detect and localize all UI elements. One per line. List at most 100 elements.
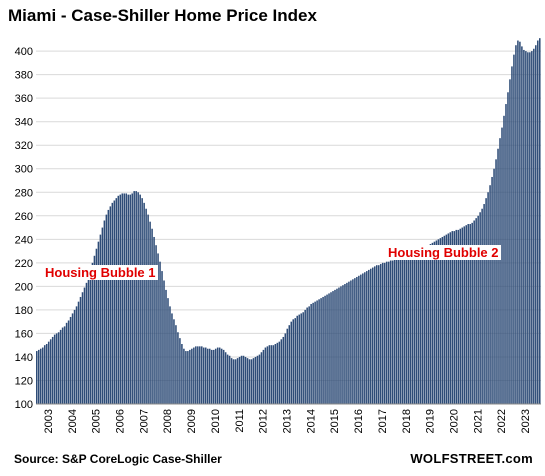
- bar: [445, 234, 448, 404]
- y-tick-label: 260: [15, 211, 33, 223]
- bar: [151, 228, 153, 404]
- bar: [334, 289, 336, 404]
- bar: [117, 195, 120, 404]
- bar: [125, 193, 128, 404]
- bar: [425, 246, 428, 404]
- bar: [51, 336, 54, 404]
- bar: [296, 315, 298, 404]
- bar: [284, 333, 287, 404]
- bar: [519, 41, 521, 404]
- bar: [537, 40, 539, 405]
- bar: [370, 268, 372, 404]
- chart-title: Miami - Case-Shiller Home Price Index: [8, 6, 317, 25]
- bar: [268, 345, 271, 404]
- bar: [527, 52, 529, 405]
- y-tick-label: 320: [15, 140, 33, 152]
- bar: [389, 260, 392, 404]
- bar: [503, 115, 505, 404]
- bar: [147, 214, 149, 404]
- bar: [372, 267, 374, 404]
- bar: [159, 261, 161, 404]
- bar: [145, 208, 147, 404]
- bar: [385, 261, 388, 404]
- bar: [411, 253, 414, 404]
- bar: [37, 349, 40, 404]
- bar: [206, 348, 209, 404]
- bar: [201, 346, 203, 404]
- bar: [493, 168, 495, 404]
- bar: [539, 38, 541, 405]
- bar: [149, 221, 151, 404]
- bar: [45, 344, 48, 404]
- bar: [167, 298, 169, 404]
- bar: [173, 319, 175, 404]
- bar: [89, 269, 92, 404]
- bar: [413, 252, 416, 404]
- bar: [224, 352, 227, 404]
- bar: [481, 208, 483, 404]
- bar: [139, 194, 141, 404]
- bar: [455, 229, 458, 404]
- bar: [511, 66, 513, 405]
- x-tick-label: 2011: [234, 409, 246, 433]
- y-tick-label: 280: [15, 187, 33, 199]
- bar: [501, 127, 503, 404]
- bar: [189, 349, 191, 404]
- x-tick-label: 2013: [282, 409, 294, 433]
- x-tick-label: 2020: [449, 409, 461, 433]
- bar: [220, 348, 223, 404]
- bar: [298, 314, 300, 404]
- bar: [193, 347, 195, 404]
- bar: [421, 248, 424, 404]
- bar: [276, 342, 279, 404]
- x-tick-label: 2017: [377, 409, 389, 433]
- bar: [129, 194, 131, 404]
- bar: [109, 206, 112, 404]
- bar: [204, 347, 207, 404]
- bar: [419, 249, 422, 404]
- bar: [47, 341, 50, 404]
- bar: [230, 358, 233, 404]
- bar: [322, 296, 324, 404]
- bar: [515, 45, 517, 404]
- y-tick-label: 340: [15, 117, 33, 129]
- source-note: Source: S&P CoreLogic Case-Shiller: [14, 452, 222, 466]
- bar: [274, 344, 277, 404]
- bar: [143, 202, 145, 404]
- bar: [433, 241, 436, 404]
- bar: [453, 231, 456, 404]
- bar: [397, 258, 400, 404]
- bar: [41, 347, 44, 404]
- bar: [95, 248, 98, 404]
- bar: [222, 349, 225, 404]
- bar: [280, 339, 283, 404]
- x-tick-label: 2016: [353, 409, 365, 433]
- bar: [314, 301, 316, 404]
- x-tick-label: 2004: [67, 409, 79, 433]
- bar: [409, 253, 412, 404]
- bar: [260, 352, 263, 404]
- bar: [375, 265, 378, 404]
- bar: [165, 289, 167, 404]
- bar: [127, 194, 129, 404]
- bar: [250, 359, 253, 404]
- bar: [203, 347, 205, 404]
- bar: [216, 347, 219, 404]
- bar: [535, 45, 537, 404]
- bar: [517, 40, 519, 405]
- bar: [463, 226, 465, 404]
- bar: [115, 198, 118, 404]
- bar: [105, 214, 108, 404]
- y-tick-label: 220: [15, 258, 33, 270]
- bar: [495, 159, 497, 404]
- bar: [87, 276, 90, 404]
- y-tick-label: 180: [15, 305, 33, 317]
- bar: [238, 356, 241, 404]
- bar: [489, 185, 491, 404]
- bar: [228, 355, 231, 404]
- bar: [77, 301, 80, 404]
- bar: [324, 295, 326, 404]
- bar: [157, 253, 159, 404]
- bar: [36, 351, 38, 404]
